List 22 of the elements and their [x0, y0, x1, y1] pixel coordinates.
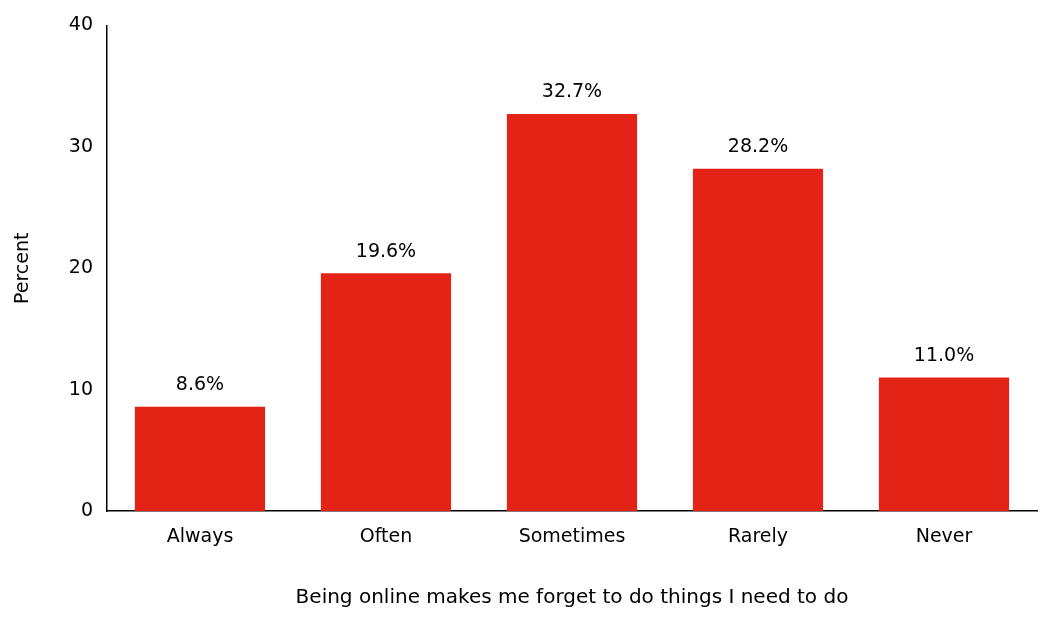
x-tick-label: Often — [359, 523, 413, 546]
bar — [692, 168, 824, 512]
y-tick-label: 30 — [68, 133, 93, 156]
data-label: 11.0% — [913, 343, 975, 366]
data-label: 19.6% — [355, 238, 417, 261]
bar — [134, 406, 266, 512]
data-label: 8.6% — [175, 372, 225, 395]
bar — [878, 377, 1010, 512]
x-tick-label: Sometimes — [518, 523, 626, 546]
x-axis-title: Being online makes me forget to do things I need to do — [295, 584, 849, 609]
x-tick-label: Never — [915, 523, 973, 546]
y-tick-label: 10 — [68, 376, 93, 399]
y-tick-label: 40 — [68, 12, 93, 35]
y-axis-title: Percent — [10, 232, 33, 305]
data-label: 28.2% — [727, 134, 789, 157]
x-tick-label: Rarely — [727, 523, 789, 546]
y-tick-label: 0 — [80, 498, 93, 521]
x-tick-label: Always — [166, 523, 234, 546]
y-tick-label: 20 — [68, 255, 93, 278]
bar — [506, 114, 638, 512]
bar — [320, 273, 452, 512]
data-label: 32.7% — [541, 79, 603, 102]
